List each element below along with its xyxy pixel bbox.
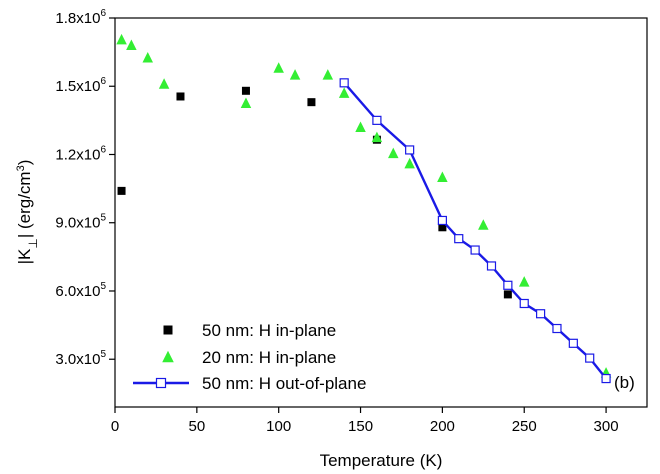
data-point — [289, 69, 301, 80]
legend-symbol — [162, 350, 174, 363]
data-point — [585, 353, 595, 363]
data-point — [437, 215, 447, 226]
data-point — [158, 78, 170, 89]
legend: 50 nm: H in-plane 20 nm: H in-plane 50 nm:… — [133, 321, 366, 393]
data-point — [438, 223, 447, 232]
data-point — [240, 97, 252, 109]
series-2 — [116, 33, 612, 378]
y-tick-label: 6.0x105 — [55, 281, 106, 300]
data-point — [437, 171, 448, 182]
data-point — [535, 309, 546, 319]
x-tick-label: 100 — [266, 418, 291, 435]
data-point — [355, 121, 366, 132]
data-point — [478, 219, 489, 230]
data-point — [518, 276, 530, 287]
data-point — [388, 147, 399, 159]
legend-label: 20 nm: H in-plane — [202, 348, 336, 367]
legend-label: 50 nm: H out-of-plane — [202, 374, 366, 393]
legend-marker — [163, 325, 173, 335]
data-point — [568, 338, 578, 348]
y-axis-title: |K⊥| (erg/cm3) — [15, 160, 40, 265]
series-3 — [339, 78, 611, 384]
data-point — [486, 261, 497, 271]
data-point — [470, 245, 480, 255]
y-tick-label: 9.0x105 — [55, 213, 106, 232]
x-tick-label: 0 — [111, 418, 119, 435]
data-point — [126, 39, 137, 51]
data-point — [601, 373, 611, 384]
data-point — [307, 98, 316, 107]
data-point — [241, 86, 250, 95]
data-point — [372, 115, 382, 125]
x-axis: 0 50 100 150 200 250 300 — [111, 407, 619, 435]
y-tick-label: 1.5x106 — [55, 76, 106, 95]
y-tick-label: 1.8x106 — [55, 8, 106, 27]
y-tick-label: 1.2x106 — [55, 144, 106, 163]
data-point — [142, 52, 153, 63]
series-1 — [117, 86, 512, 299]
data-point — [371, 131, 383, 143]
plot-frame — [114, 17, 648, 408]
data-point — [176, 92, 185, 101]
data-point — [552, 323, 562, 334]
x-tick-label: 150 — [348, 418, 373, 435]
series-layer — [116, 33, 612, 384]
panel-label: (b) — [614, 373, 635, 392]
data-point — [338, 87, 350, 98]
data-point — [117, 186, 126, 195]
x-tick-label: 50 — [189, 418, 206, 435]
data-point — [405, 145, 415, 155]
series-line — [343, 82, 608, 380]
x-tick-label: 250 — [512, 418, 537, 435]
data-point — [322, 69, 334, 80]
data-point — [519, 298, 529, 309]
y-axis: 3.0x105 6.0x105 9.0x105 1.2x106 1.5x106 1.8x1… — [55, 8, 115, 368]
x-tick-label: 200 — [430, 418, 455, 435]
legend-marker — [155, 377, 167, 389]
legend-marker — [162, 350, 174, 363]
data-point — [116, 33, 127, 45]
data-point — [454, 234, 464, 244]
x-axis-title: Temperature (K) — [320, 451, 443, 470]
legend-symbol — [163, 325, 173, 335]
data-point — [404, 157, 415, 169]
data-point — [503, 290, 512, 299]
data-point — [503, 280, 513, 290]
data-point — [273, 62, 284, 73]
y-tick-label: 3.0x105 — [55, 349, 106, 368]
data-point — [339, 78, 349, 88]
legend-symbol — [133, 377, 189, 389]
x-tick-label: 300 — [594, 418, 619, 435]
legend-label: 50 nm: H in-plane — [202, 321, 336, 340]
